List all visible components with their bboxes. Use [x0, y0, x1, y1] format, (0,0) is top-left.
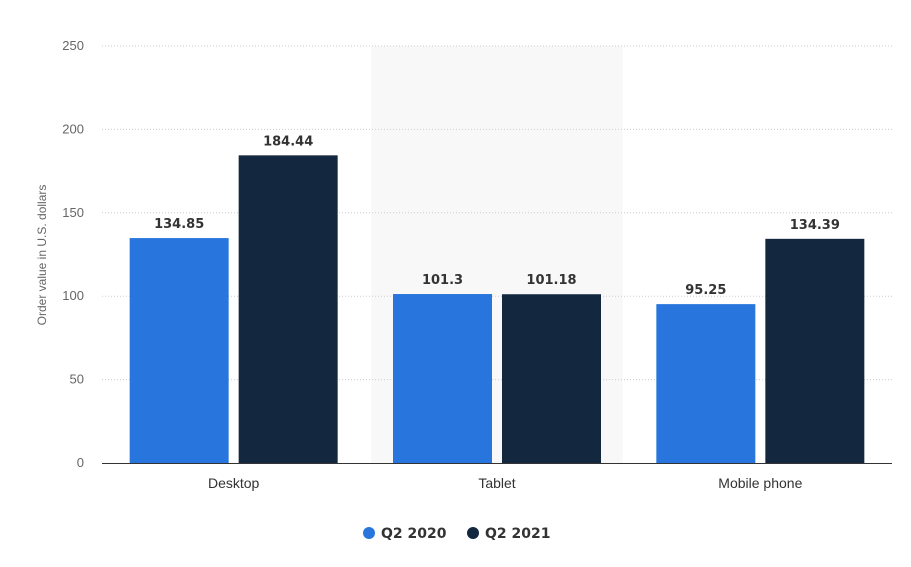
x-axis-categories: Desktop Tablet Mobile phone	[208, 475, 803, 491]
data-label-mobile-phone-q2-2020: 95.25	[685, 283, 726, 298]
y-tick-label-0: 0	[77, 455, 84, 470]
bar-mobile-phone-q2-2021[interactable]	[765, 238, 865, 463]
y-tick-label-200: 200	[62, 121, 84, 136]
y-tick-label-150: 150	[62, 205, 84, 220]
bar-tablet-q2-2020[interactable]	[393, 294, 492, 463]
x-category-label-tablet: Tablet	[478, 475, 515, 491]
y-tick-label-50: 50	[70, 372, 84, 387]
bars	[129, 155, 865, 464]
legend-marker-q2-2021	[467, 527, 479, 539]
y-axis-ticks: 0 50 100 150 200 250	[62, 38, 84, 470]
legend-item-q2-2021[interactable]: Q2 2021	[467, 526, 550, 542]
x-category-label-mobile-phone: Mobile phone	[718, 475, 802, 491]
x-category-label-desktop: Desktop	[208, 475, 260, 491]
data-label-desktop-q2-2021: 184.44	[263, 134, 313, 149]
y-tick-label-250: 250	[62, 38, 84, 53]
y-tick-label-100: 100	[62, 288, 84, 303]
legend-item-q2-2020[interactable]: Q2 2020	[363, 526, 447, 542]
data-labels: 134.85 184.44 101.3 101.18 95.25 134.39	[154, 134, 840, 298]
data-label-mobile-phone-q2-2021: 134.39	[790, 218, 840, 233]
legend-label-q2-2021: Q2 2021	[485, 526, 550, 542]
legend-label-q2-2020: Q2 2020	[381, 526, 447, 542]
y-axis-title: Order value in U.S. dollars	[35, 185, 49, 326]
data-label-tablet-q2-2020: 101.3	[422, 273, 463, 288]
data-label-desktop-q2-2020: 134.85	[154, 217, 204, 232]
bar-tablet-q2-2021[interactable]	[502, 294, 601, 463]
bar-desktop-q2-2021[interactable]	[238, 155, 338, 464]
bar-desktop-q2-2020[interactable]	[129, 238, 229, 463]
legend[interactable]: Q2 2020 Q2 2021	[363, 526, 550, 542]
data-label-tablet-q2-2021: 101.18	[526, 273, 576, 288]
bar-mobile-phone-q2-2020[interactable]	[656, 304, 756, 463]
legend-marker-q2-2020	[363, 527, 375, 539]
